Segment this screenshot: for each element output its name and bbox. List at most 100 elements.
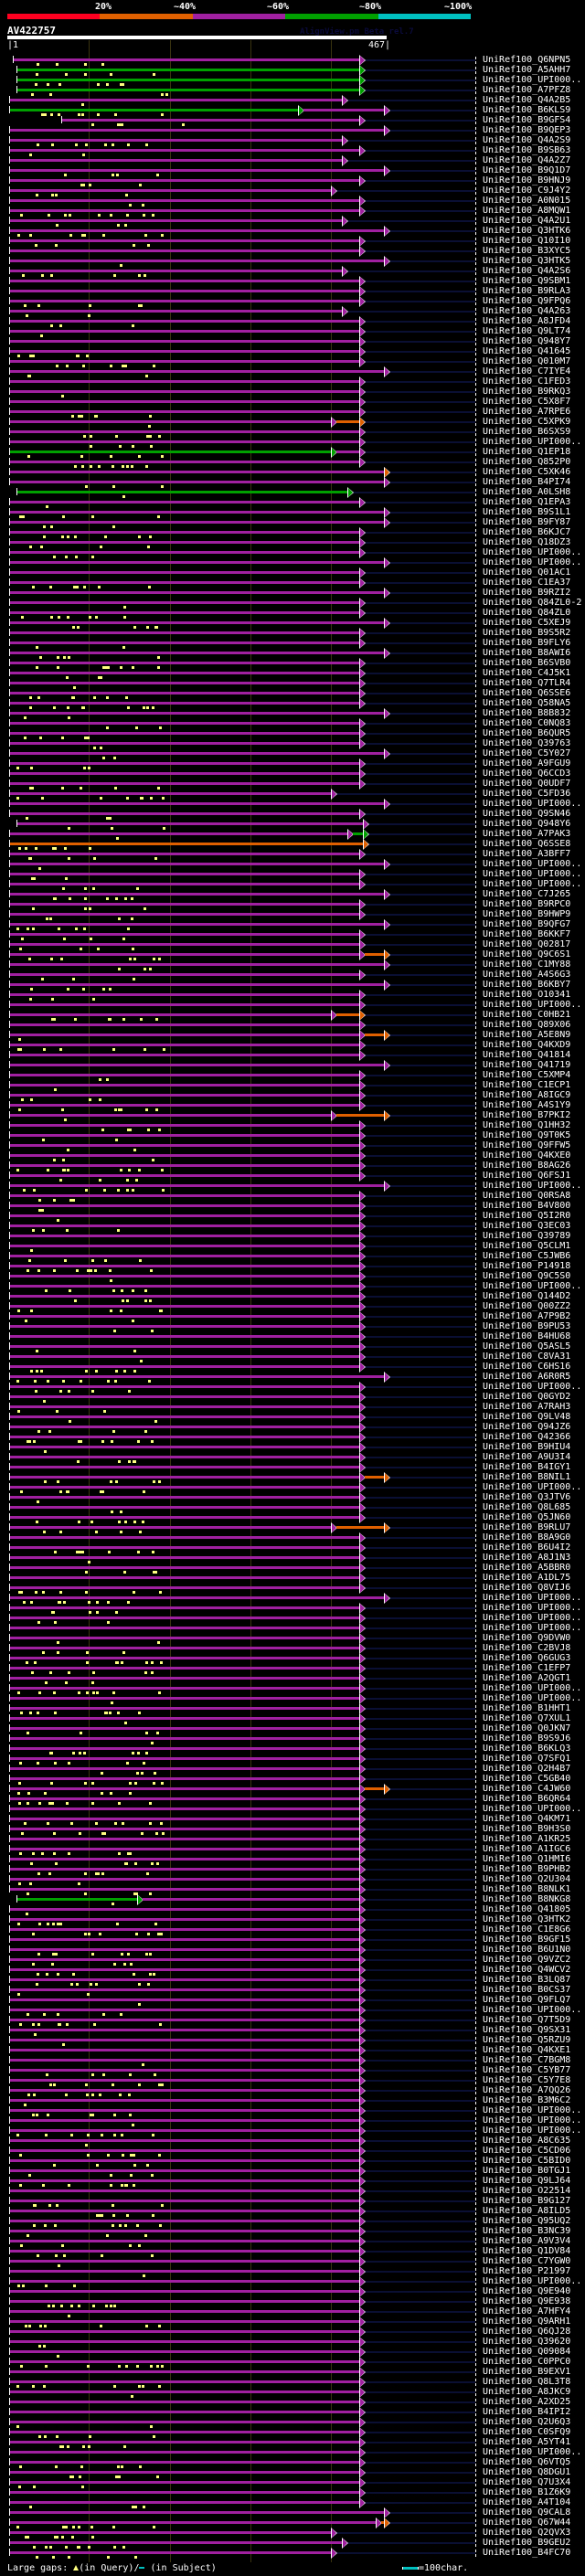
- hsp-bar-extension[interactable]: [303, 109, 384, 111]
- hit-label[interactable]: UniRef100_C5JWB6: [483, 1251, 571, 1261]
- hit-label[interactable]: UniRef100_Q948Y7: [483, 336, 571, 346]
- hit-label[interactable]: UniRef100_Q18DZ3: [483, 537, 571, 547]
- hsp-bar[interactable]: [9, 903, 359, 906]
- hit-row[interactable]: UniRef100_B4IPI2: [0, 2407, 585, 2418]
- hsp-bar[interactable]: [9, 2491, 359, 2494]
- hsp-bar[interactable]: [9, 832, 347, 835]
- hit-row[interactable]: UniRef100_Q0UDF7: [0, 779, 585, 790]
- hsp-bar[interactable]: [9, 1546, 359, 1549]
- hsp-bar[interactable]: [9, 2159, 359, 2162]
- hit-row[interactable]: UniRef100_Q7TLR4: [0, 678, 585, 689]
- hit-label[interactable]: UniRef100_Q9C6S1: [483, 949, 571, 959]
- hit-row[interactable]: UniRef100_C9J4Y2: [0, 186, 585, 196]
- hit-label[interactable]: UniRef100_C9J4Y2: [483, 186, 571, 196]
- hit-row[interactable]: UniRef100_A4T104: [0, 2497, 585, 2508]
- hsp-bar[interactable]: [9, 1224, 359, 1227]
- hit-row[interactable]: UniRef100_UPI000..: [0, 547, 585, 558]
- hit-label[interactable]: UniRef100_Q39789: [483, 1231, 571, 1241]
- hit-label[interactable]: UniRef100_Q2U304: [483, 1874, 571, 1884]
- hit-row[interactable]: UniRef100_B6U1N0: [0, 1945, 585, 1956]
- hit-row[interactable]: UniRef100_B4IGY1: [0, 1462, 585, 1473]
- hit-label[interactable]: UniRef100_C5XPK9: [483, 417, 571, 427]
- hit-row[interactable]: UniRef100_O22514: [0, 2186, 585, 2197]
- hsp-bar[interactable]: [9, 1325, 359, 1328]
- hit-label[interactable]: UniRef100_UPI000..: [483, 1382, 582, 1392]
- hsp-bar[interactable]: [9, 260, 384, 262]
- hit-label[interactable]: UniRef100_A8JKC9: [483, 2387, 571, 2397]
- hit-row[interactable]: UniRef100_C2BVJ8: [0, 1643, 585, 1654]
- hit-label[interactable]: UniRef100_B4IPI2: [483, 2407, 571, 2417]
- hit-label[interactable]: UniRef100_Q4A2B5: [483, 95, 571, 105]
- hsp-bar[interactable]: [61, 119, 359, 122]
- hit-label[interactable]: UniRef100_UPI000..: [483, 1593, 582, 1603]
- hit-row[interactable]: UniRef100_B9SB63: [0, 145, 585, 156]
- hsp-bar[interactable]: [9, 631, 359, 634]
- hsp-bar[interactable]: [9, 2169, 359, 2172]
- hit-label[interactable]: UniRef100_A7PFZ8: [483, 85, 571, 95]
- hit-row[interactable]: UniRef100_C4J5K1: [0, 668, 585, 679]
- hit-label[interactable]: UniRef100_Q4KXD9: [483, 1040, 571, 1050]
- hit-row[interactable]: UniRef100_B8AWI6: [0, 648, 585, 659]
- hit-row[interactable]: UniRef100_Q67W44: [0, 2518, 585, 2528]
- hit-label[interactable]: UniRef100_B8AG26: [483, 1161, 571, 1171]
- hit-row[interactable]: UniRef100_A5E8N9: [0, 1030, 585, 1041]
- hit-label[interactable]: UniRef100_Q3HTK5: [483, 256, 571, 266]
- hit-label[interactable]: UniRef100_Q9SX31: [483, 2025, 571, 2035]
- hit-label[interactable]: UniRef100_A0LSH8: [483, 487, 571, 497]
- hit-row[interactable]: UniRef100_Q4A2Z7: [0, 155, 585, 166]
- hsp-bar[interactable]: [9, 1194, 359, 1197]
- hit-row[interactable]: UniRef100_O10341: [0, 990, 585, 1001]
- hsp-bar[interactable]: [9, 2411, 359, 2413]
- hsp-bar[interactable]: [9, 430, 359, 433]
- hsp-bar-extension[interactable]: [336, 451, 359, 453]
- hit-row[interactable]: UniRef100_Q7T5D9: [0, 2015, 585, 2026]
- hit-label[interactable]: UniRef100_UPI000..: [483, 1613, 582, 1623]
- hit-row[interactable]: UniRef100_C5XMP4: [0, 1070, 585, 1081]
- hsp-bar[interactable]: [9, 1184, 384, 1187]
- hsp-bar[interactable]: [9, 2541, 342, 2544]
- hit-label[interactable]: UniRef100_C5Y7E8: [483, 2075, 571, 2085]
- hsp-bar[interactable]: [9, 149, 359, 152]
- hit-label[interactable]: UniRef100_B8A9G0: [483, 1532, 571, 1542]
- hit-label[interactable]: UniRef100_Q39620: [483, 2337, 571, 2347]
- hsp-bar[interactable]: [9, 2290, 359, 2293]
- hsp-bar[interactable]: [9, 792, 331, 795]
- hit-row[interactable]: UniRef100_A5AHH7: [0, 65, 585, 76]
- hit-row[interactable]: UniRef100_Q9FLQ7: [0, 1995, 585, 2006]
- hsp-bar-extension[interactable]: [365, 1787, 384, 1790]
- hit-label[interactable]: UniRef100_Q42366: [483, 1432, 571, 1442]
- hit-row[interactable]: UniRef100_A7PAK3: [0, 829, 585, 840]
- hit-label[interactable]: UniRef100_Q9LV48: [483, 1412, 571, 1422]
- hsp-bar[interactable]: [9, 159, 342, 162]
- hsp-bar[interactable]: [9, 2089, 359, 2092]
- hsp-bar[interactable]: [9, 1667, 359, 1670]
- hit-label[interactable]: UniRef100_UPI000..: [483, 2276, 582, 2286]
- hsp-bar[interactable]: [9, 2009, 359, 2011]
- hit-row[interactable]: UniRef100_A1IGC6: [0, 1844, 585, 1855]
- hsp-bar[interactable]: [9, 229, 384, 232]
- hit-label[interactable]: UniRef100_P14918: [483, 1261, 571, 1271]
- hit-row[interactable]: UniRef100_A8MQW1: [0, 206, 585, 217]
- hit-label[interactable]: UniRef100_A3BFF7: [483, 849, 571, 859]
- hsp-bar[interactable]: [9, 561, 384, 564]
- hit-row[interactable]: UniRef100_B9EXV1: [0, 2367, 585, 2378]
- hit-row[interactable]: UniRef100_Q3HTK5: [0, 256, 585, 267]
- hsp-bar[interactable]: [9, 1536, 359, 1539]
- hit-label[interactable]: UniRef100_C7YGW0: [483, 2256, 571, 2266]
- hit-row[interactable]: UniRef100_Q1EP18: [0, 447, 585, 458]
- hsp-bar[interactable]: [9, 2380, 359, 2383]
- hsp-bar[interactable]: [9, 1687, 359, 1690]
- hsp-bar[interactable]: [16, 1898, 137, 1901]
- hsp-bar[interactable]: [9, 2240, 359, 2242]
- hit-label[interactable]: UniRef100_A2XD25: [483, 2397, 571, 2407]
- hit-row[interactable]: UniRef100_UPI000..: [0, 1593, 585, 1604]
- hit-label[interactable]: UniRef100_B7PKI2: [483, 1110, 571, 1120]
- hit-label[interactable]: UniRef100_A1DL75: [483, 1573, 571, 1583]
- hit-label[interactable]: UniRef100_Q852P0: [483, 457, 571, 467]
- hit-label[interactable]: UniRef100_UPI000..: [483, 75, 582, 85]
- hit-row[interactable]: UniRef100_Q3HTK6: [0, 226, 585, 237]
- hsp-bar[interactable]: [9, 1365, 359, 1368]
- hit-row[interactable]: UniRef100_B6KLS9: [0, 105, 585, 116]
- hit-label[interactable]: UniRef100_A7PAK3: [483, 829, 571, 839]
- hit-row[interactable]: UniRef100_Q9ARH1: [0, 2316, 585, 2327]
